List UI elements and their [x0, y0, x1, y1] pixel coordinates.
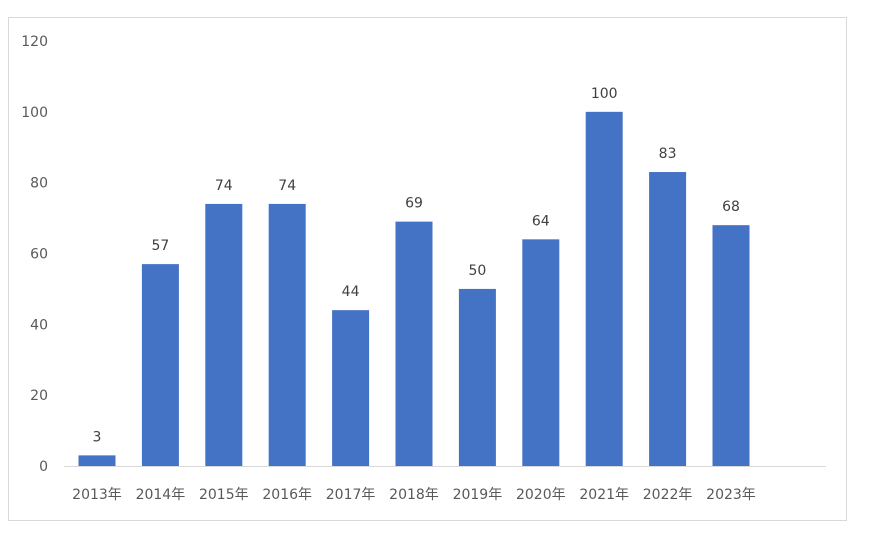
y-tick-label: 20	[30, 388, 48, 404]
y-tick-label: 80	[30, 176, 48, 192]
data-labels: 3 57 74 74 44 69 50 64 100 83 68	[93, 86, 740, 446]
data-label: 44	[342, 284, 360, 300]
bar	[141, 264, 179, 466]
data-label: 69	[405, 196, 423, 212]
bar	[712, 225, 750, 466]
bar	[585, 111, 623, 466]
data-label: 74	[215, 178, 233, 194]
data-label: 83	[659, 146, 677, 162]
bar	[395, 221, 433, 466]
y-tick-label: 40	[30, 317, 48, 333]
bar	[649, 172, 687, 466]
x-tick-label: 2018年	[389, 487, 439, 503]
x-tick-label: 2020年	[516, 487, 566, 503]
x-tick-label: 2021年	[579, 487, 629, 503]
x-tick-label: 2019年	[453, 487, 503, 503]
x-tick-label: 2013年	[72, 487, 122, 503]
data-label: 74	[278, 178, 296, 194]
x-tick-label: 2016年	[262, 487, 312, 503]
bar	[332, 310, 370, 466]
data-label: 57	[151, 238, 169, 254]
data-label: 3	[93, 429, 102, 445]
y-tick-label: 120	[21, 34, 48, 50]
x-tick-label: 2022年	[643, 487, 693, 503]
x-tick-label: 2017年	[326, 487, 376, 503]
bar	[522, 239, 560, 466]
data-label: 100	[591, 86, 618, 102]
data-label: 68	[722, 199, 740, 215]
x-axis-ticks: 2013年 2014年 2015年 2016年 2017年 2018年 2019年 2020年…	[72, 487, 756, 503]
bar	[268, 203, 306, 466]
bar-series	[78, 111, 750, 466]
y-tick-label: 0	[39, 459, 48, 475]
data-label: 50	[468, 263, 486, 279]
y-axis-ticks: 0 20 40 60 80 100 120	[21, 34, 48, 475]
y-tick-label: 60	[30, 247, 48, 263]
x-tick-label: 2014年	[136, 487, 186, 503]
bar	[458, 288, 496, 466]
bar	[78, 455, 116, 466]
x-tick-label: 2023年	[706, 487, 756, 503]
x-tick-label: 2015年	[199, 487, 249, 503]
y-tick-label: 100	[21, 105, 48, 121]
data-label: 64	[532, 213, 550, 229]
bar	[205, 203, 243, 466]
